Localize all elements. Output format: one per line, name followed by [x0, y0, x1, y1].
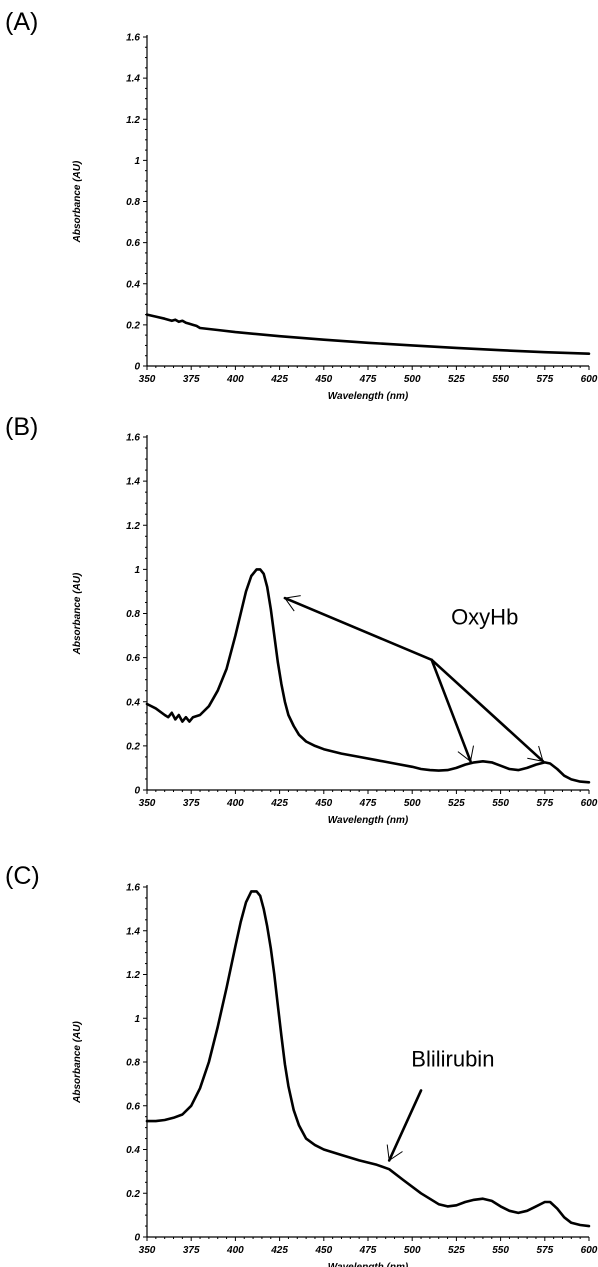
panel-a-x-tick-label: 525: [448, 374, 465, 385]
panel-c-annotation-label: Blilirubin: [411, 1046, 494, 1071]
panel-b-arrow-head: [284, 595, 301, 612]
panel-c-x-tick-label: 375: [183, 1245, 200, 1256]
panel-c-x-tick-label: 475: [359, 1245, 377, 1256]
panel-b-x-tick-label: 425: [270, 798, 288, 809]
panel-c-y-axis-title: Absorbance (AU): [72, 1020, 83, 1103]
panel-c-y-tick-label: 1.2: [126, 970, 140, 981]
panel-c-y-tick-label: 0.6: [126, 1101, 140, 1112]
panel-c-x-tick-label: 350: [139, 1245, 156, 1256]
panel-b-x-tick-label: 575: [536, 798, 553, 809]
chart-panel-b: (B) 0 0.2 0.4 0.6 0.8 1 1.2 1.4 1.6 350 375 400 425 45…: [5, 413, 598, 826]
panel-b-absorbance-line: [145, 568, 591, 784]
panel-a-y-tick-label: 1.2: [126, 115, 140, 126]
panel-c-y-tick-label: 0.4: [126, 1145, 140, 1156]
panel-b-annotation-arrow: [283, 596, 433, 662]
panel-b-y-tick-label: 1.6: [126, 433, 140, 444]
panel-c-x-tick-label: 500: [404, 1245, 421, 1256]
panel-c-x-axis-title: Wavelength (nm): [328, 1262, 409, 1267]
panel-c-y-tick-label: 1.4: [126, 926, 140, 937]
panel-b-x-tick-label: 550: [492, 798, 509, 809]
panel-a-x-axis-title: Wavelength (nm): [328, 391, 409, 402]
panel-c-y-tick-label: 1: [134, 1014, 140, 1025]
panel-c-x-tick-label: 525: [448, 1245, 465, 1256]
panel-a-y-axis-title: Absorbance (AU): [72, 160, 83, 243]
panel-b-y-tick-label: 0.8: [126, 609, 140, 620]
panel-b-y-tick-label: 0: [134, 786, 140, 797]
panel-c-x-tick-label: 425: [270, 1245, 288, 1256]
panel-a-x-tick-label: 475: [359, 374, 377, 385]
panel-a-x-tick-label: 400: [226, 374, 244, 385]
panel-b-y-tick-label: 0.2: [126, 741, 140, 752]
panel-b-y-tick-label: 0.6: [126, 653, 140, 664]
panel-c-arrow-head: [386, 1144, 403, 1162]
panel-a-y-tick-label: 1.4: [126, 74, 140, 85]
panel-a-label: (A): [5, 8, 38, 36]
panel-a-y-tick-label: 0.2: [126, 320, 140, 331]
panel-b-x-tick-label: 400: [226, 798, 244, 809]
panel-c-annotation-arrow: [387, 1089, 423, 1162]
panel-c-absorbance-line: [145, 890, 591, 1228]
panel-a-x-tick-label: 600: [581, 374, 598, 385]
panel-a-y-tick-label: 1.6: [126, 33, 140, 44]
panel-a-x-tick-label: 450: [314, 374, 332, 385]
panel-c-y-tick-label: 0.8: [126, 1058, 140, 1069]
panel-c-y-tick-label: 0: [134, 1233, 140, 1244]
panel-a-y-tick-label: 0.4: [126, 279, 140, 290]
panel-b-x-tick-label: 500: [404, 798, 421, 809]
panel-c-y-tick-label: 0.2: [126, 1189, 140, 1200]
panel-a-y-tick-label: 1: [134, 156, 140, 167]
panel-b-x-tick-label: 475: [359, 798, 377, 809]
panel-c-x-tick-label: 575: [536, 1245, 553, 1256]
panel-a-x-tick-label: 425: [270, 374, 288, 385]
panel-b-label: (B): [5, 413, 38, 441]
panel-a-y-tick-label: 0.6: [126, 238, 140, 249]
panel-b-annotation-arrow: [430, 658, 545, 763]
panel-b-x-tick-label: 525: [448, 798, 465, 809]
panel-b-y-tick-label: 1: [134, 565, 140, 576]
panel-b-annotation-label: OxyHb: [451, 605, 518, 630]
panel-a-y-tick-label: 0.8: [126, 197, 140, 208]
panel-a-x-tick-label: 500: [404, 374, 421, 385]
panel-c-label: (C): [5, 862, 40, 890]
panel-b-x-tick-label: 450: [314, 798, 332, 809]
panel-b-x-tick-label: 600: [581, 798, 598, 809]
panel-b-arrow-head: [457, 745, 474, 763]
panel-b-y-tick-label: 1.4: [126, 477, 140, 488]
panel-b-y-tick-label: 1.2: [126, 521, 140, 532]
panel-a-x-tick-label: 375: [183, 374, 200, 385]
chart-panel-c: (C) 0 0.2 0.4 0.6 0.8 1 1.2 1.4 1.6 350 375 400 425 45…: [5, 862, 598, 1267]
panel-c-x-tick-label: 400: [226, 1245, 244, 1256]
panel-c-x-tick-label: 450: [314, 1245, 332, 1256]
panel-c-x-tick-label: 600: [581, 1245, 598, 1256]
panel-a-y-tick-label: 0: [134, 362, 140, 373]
panel-b-annotation-arrow: [430, 658, 472, 763]
panel-b-x-tick-label: 350: [139, 798, 156, 809]
panel-a-x-tick-label: 550: [492, 374, 509, 385]
panel-c-x-tick-label: 550: [492, 1245, 509, 1256]
panel-b-x-tick-label: 375: [183, 798, 200, 809]
panel-b-arrow-head: [527, 745, 544, 762]
panel-c-y-tick-label: 1.6: [126, 883, 140, 894]
panel-a-x-tick-label: 575: [536, 374, 553, 385]
panel-b-y-tick-label: 0.4: [126, 697, 140, 708]
panel-b-x-axis-title: Wavelength (nm): [328, 815, 409, 826]
chart-panel-a: (A) 0 0.2 0.4 0.6 0.8 1 1.2 1.4 1.6 350 375 400 425 45…: [5, 8, 598, 402]
panel-a-x-tick-label: 350: [139, 374, 156, 385]
panel-b-y-axis-title: Absorbance (AU): [72, 572, 83, 655]
panel-a-absorbance-line: [145, 313, 591, 356]
